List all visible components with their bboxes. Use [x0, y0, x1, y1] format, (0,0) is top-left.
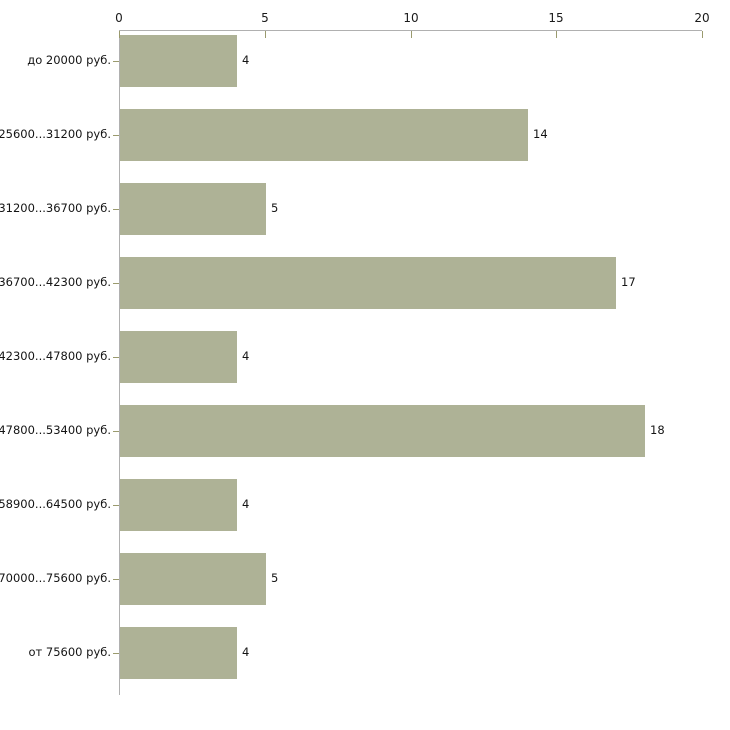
category-label: до 20000 руб. [27, 53, 111, 67]
category-label: от 75600 руб. [28, 645, 111, 659]
bar-value-label: 4 [242, 53, 250, 67]
x-axis-tick-mark [556, 31, 557, 38]
category-label: 42300...47800 руб. [0, 349, 111, 363]
x-axis-tick-label: 20 [694, 11, 710, 25]
bar[interactable] [120, 257, 616, 309]
bar-value-label: 4 [242, 497, 250, 511]
x-axis-tick-mark [411, 31, 412, 38]
x-axis-line [119, 30, 702, 31]
x-axis-tick-label: 0 [115, 11, 123, 25]
category-label: 47800...53400 руб. [0, 423, 111, 437]
category-label: 58900...64500 руб. [0, 497, 111, 511]
bar[interactable] [120, 627, 237, 679]
bar-value-label: 5 [271, 571, 279, 585]
y-axis-tick-mark [113, 283, 119, 284]
category-label: 36700...42300 руб. [0, 275, 111, 289]
x-axis-tick-mark [119, 31, 120, 38]
y-axis-tick-mark [113, 579, 119, 580]
x-axis-tick-label: 15 [548, 11, 564, 25]
bar[interactable] [120, 331, 237, 383]
x-axis-tick-mark [265, 31, 266, 38]
y-axis-tick-mark [113, 135, 119, 136]
bar[interactable] [120, 183, 266, 235]
y-axis-tick-mark [113, 505, 119, 506]
bar[interactable] [120, 553, 266, 605]
bar-value-label: 14 [533, 127, 548, 141]
category-label: 31200...36700 руб. [0, 201, 111, 215]
y-axis-tick-mark [113, 431, 119, 432]
x-axis-tick-label: 10 [403, 11, 419, 25]
y-axis-tick-mark [113, 653, 119, 654]
bar-value-label: 18 [650, 423, 665, 437]
y-axis-line [119, 30, 120, 695]
bar-value-label: 17 [621, 275, 636, 289]
bar[interactable] [120, 35, 237, 87]
category-label: 25600...31200 руб. [0, 127, 111, 141]
y-axis-tick-mark [113, 61, 119, 62]
x-axis-tick-label: 5 [261, 11, 269, 25]
bar-value-label: 4 [242, 349, 250, 363]
y-axis-tick-mark [113, 357, 119, 358]
bar-value-label: 5 [271, 201, 279, 215]
bar[interactable] [120, 109, 528, 161]
bar[interactable] [120, 405, 645, 457]
category-label: 70000...75600 руб. [0, 571, 111, 585]
x-axis-tick-mark [702, 31, 703, 38]
y-axis-tick-mark [113, 209, 119, 210]
bar[interactable] [120, 479, 237, 531]
bar-value-label: 4 [242, 645, 250, 659]
